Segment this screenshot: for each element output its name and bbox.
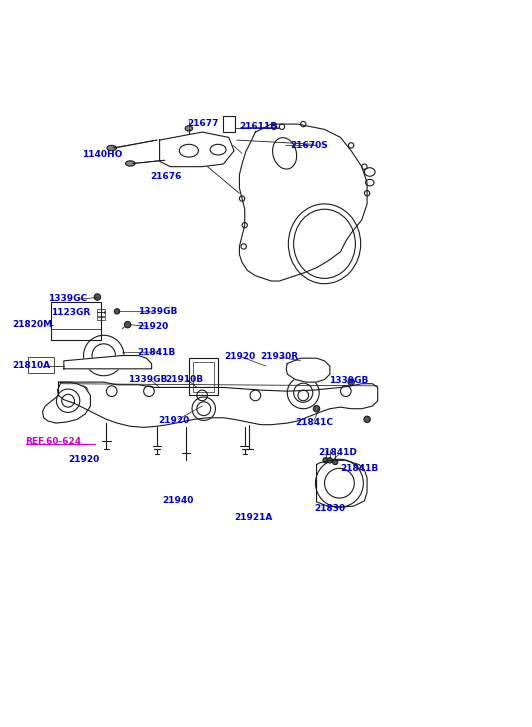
Ellipse shape (185, 126, 193, 131)
Polygon shape (286, 358, 330, 382)
Bar (193, 363, 214, 392)
Polygon shape (57, 382, 378, 427)
Text: 21820M: 21820M (12, 320, 52, 329)
Circle shape (327, 458, 332, 463)
Polygon shape (64, 356, 152, 369)
Text: 1339GB: 1339GB (138, 308, 178, 316)
Text: 21930R: 21930R (261, 352, 299, 361)
Text: 1339GB: 1339GB (128, 375, 167, 384)
Circle shape (313, 406, 320, 412)
Bar (97, 309, 105, 313)
Circle shape (114, 309, 120, 314)
Bar (97, 313, 105, 316)
Text: 21921A: 21921A (234, 513, 272, 522)
Text: 1339GC: 1339GC (48, 294, 87, 302)
Bar (28, 356, 54, 372)
Circle shape (323, 458, 328, 463)
Text: 21940: 21940 (162, 497, 194, 505)
Text: 21910B: 21910B (165, 375, 203, 384)
Text: 21841C: 21841C (295, 417, 333, 427)
Text: 21810A: 21810A (12, 361, 51, 369)
Ellipse shape (107, 145, 117, 150)
Text: 21841D: 21841D (318, 449, 357, 457)
Text: REF.60-624: REF.60-624 (26, 437, 81, 446)
Bar (51, 302, 101, 340)
Text: 1339GB: 1339GB (329, 376, 368, 385)
Text: 21841B: 21841B (137, 348, 176, 357)
Text: 21677: 21677 (187, 119, 219, 127)
Text: 21611B: 21611B (239, 122, 278, 132)
Polygon shape (239, 124, 367, 281)
Circle shape (332, 459, 338, 465)
Text: 21676: 21676 (150, 172, 181, 181)
Text: 21841B: 21841B (340, 465, 379, 473)
Bar (97, 317, 105, 321)
Circle shape (348, 379, 354, 385)
Text: 21670S: 21670S (290, 141, 328, 150)
Ellipse shape (126, 161, 135, 166)
Bar (189, 358, 218, 395)
Text: 21830: 21830 (314, 504, 345, 513)
Text: 1140HO: 1140HO (82, 150, 123, 159)
Circle shape (94, 294, 101, 300)
Text: 21920: 21920 (68, 455, 99, 464)
Text: 1123GR: 1123GR (51, 308, 90, 317)
Circle shape (124, 321, 131, 328)
Polygon shape (43, 382, 90, 423)
Bar (223, 116, 235, 132)
Circle shape (364, 416, 370, 422)
Text: 21920: 21920 (159, 416, 190, 425)
Text: 21920: 21920 (225, 352, 256, 361)
Text: 21920: 21920 (137, 322, 169, 332)
